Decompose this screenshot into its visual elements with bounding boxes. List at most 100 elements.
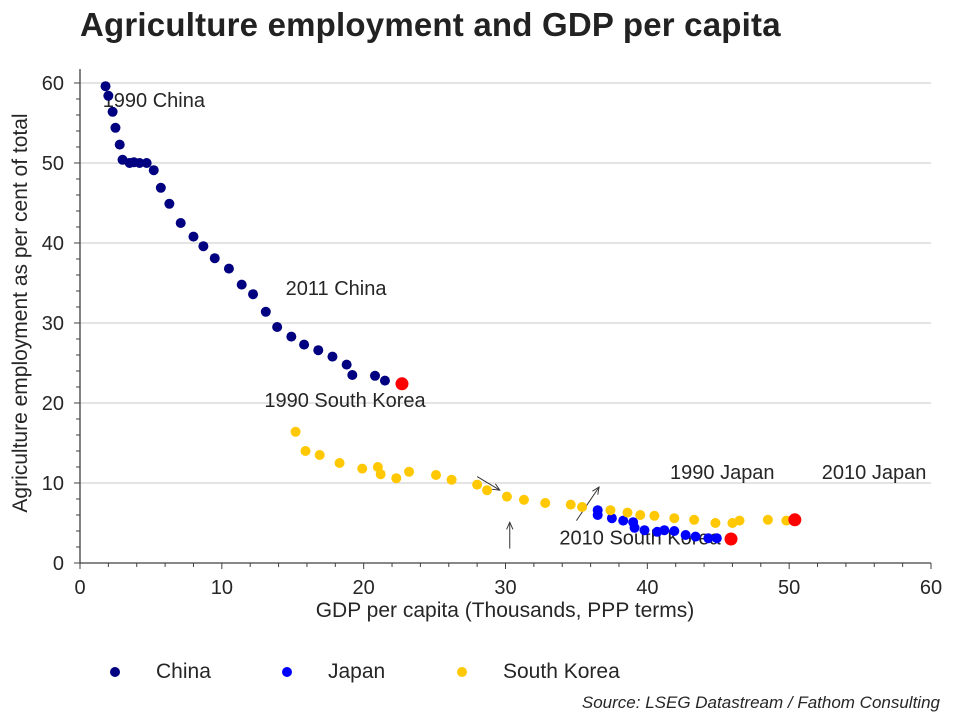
point-south-korea xyxy=(635,510,646,520)
x-tick-label: 0 xyxy=(74,577,85,599)
point-south-korea xyxy=(710,518,721,528)
point-china xyxy=(379,375,390,386)
point-south-korea xyxy=(314,450,325,460)
point-china xyxy=(114,139,125,150)
point-south-korea xyxy=(669,513,680,524)
point-japan xyxy=(703,533,714,544)
annotation-label: 1990 China xyxy=(103,90,206,112)
point-south-korea xyxy=(334,458,345,468)
annotation-label: 1990 South Korea xyxy=(264,390,426,412)
point-south-korea xyxy=(375,469,386,480)
y-tick-label: 40 xyxy=(42,233,64,255)
point-japan xyxy=(669,526,680,536)
axes: 0 10 20 30 40 50 60 0 10 20 30 40 50 60 xyxy=(42,69,942,599)
y-tick-label: 20 xyxy=(42,393,64,415)
point-china xyxy=(141,158,152,168)
x-tick-label: 50 xyxy=(778,577,800,599)
point-china xyxy=(260,306,271,317)
point-south-korea xyxy=(734,515,745,526)
x-tick-label: 30 xyxy=(494,577,516,599)
point-south-korea xyxy=(391,473,402,484)
x-tick-label: 10 xyxy=(211,577,233,599)
annotation-label: 2011 China xyxy=(286,278,388,300)
highlight-point-south-korea xyxy=(788,513,802,527)
point-china xyxy=(327,351,338,362)
y-tick-label: 30 xyxy=(42,313,64,335)
point-japan xyxy=(690,531,701,542)
legend-marker-japan xyxy=(282,667,292,677)
point-japan xyxy=(606,513,617,524)
y-axis-label: Agriculture employment as per cent of to… xyxy=(9,113,32,512)
legend-item-japan: Japan xyxy=(282,660,385,684)
point-china xyxy=(148,165,159,176)
point-south-korea xyxy=(622,507,633,518)
x-tick-label: 60 xyxy=(920,577,942,599)
y-tick-label: 10 xyxy=(42,473,64,495)
point-china xyxy=(103,90,114,101)
y-tick-label: 60 xyxy=(42,73,64,95)
point-south-korea xyxy=(689,514,700,525)
highlight-point-japan xyxy=(724,532,738,546)
point-china xyxy=(100,81,111,92)
annotation-arrow xyxy=(576,487,599,521)
point-china xyxy=(313,345,324,356)
point-south-korea xyxy=(482,485,493,496)
point-china xyxy=(188,231,199,242)
legend-label-japan: Japan xyxy=(328,660,386,683)
point-china xyxy=(223,263,234,274)
x-tick-label: 20 xyxy=(353,577,375,599)
y-tick-label: 0 xyxy=(53,553,64,575)
point-china xyxy=(134,158,145,168)
point-china xyxy=(341,359,352,370)
point-china xyxy=(248,289,259,300)
annotation-label: 1990 Japan xyxy=(670,462,775,484)
point-china xyxy=(198,241,209,252)
point-south-korea xyxy=(472,479,483,490)
chart-title: Agriculture employment and GDP per capit… xyxy=(80,6,781,43)
point-japan xyxy=(711,533,722,544)
point-japan xyxy=(639,525,650,536)
source-note: Source: LSEG Datastream / Fathom Consult… xyxy=(581,693,940,712)
point-china xyxy=(110,122,121,133)
legend-label-china: China xyxy=(156,660,211,683)
annotation-arrow xyxy=(476,476,500,491)
annotation-label: 2010 Japan xyxy=(822,462,927,484)
point-china xyxy=(175,218,186,228)
point-china xyxy=(164,198,175,209)
point-south-korea xyxy=(446,474,457,485)
point-south-korea xyxy=(518,494,529,505)
legend-label-south-korea: South Korea xyxy=(503,660,620,683)
point-china xyxy=(236,279,247,290)
point-china xyxy=(272,322,283,332)
point-china xyxy=(370,370,381,381)
point-south-korea xyxy=(300,446,311,456)
point-south-korea xyxy=(501,491,512,502)
point-south-korea xyxy=(577,502,588,512)
legend-item-south-korea: South Korea xyxy=(457,660,620,684)
legend-marker-china xyxy=(110,667,120,677)
point-south-korea xyxy=(565,499,576,510)
point-japan xyxy=(659,525,670,536)
point-japan xyxy=(592,510,603,520)
point-south-korea xyxy=(290,426,301,437)
legend-item-china: China xyxy=(110,660,211,684)
gridlines xyxy=(80,82,931,484)
point-china xyxy=(286,331,297,342)
data-points xyxy=(100,81,802,546)
annotation-label: 2010 South Korea xyxy=(559,528,721,550)
point-china xyxy=(299,339,310,350)
point-japan xyxy=(680,530,691,540)
y-tick-label: 50 xyxy=(42,153,64,175)
point-china xyxy=(107,106,118,117)
point-south-korea xyxy=(762,514,773,525)
point-japan xyxy=(618,515,629,526)
point-china xyxy=(347,370,358,380)
point-japan xyxy=(629,522,640,533)
point-china xyxy=(209,253,220,264)
point-south-korea xyxy=(431,470,442,480)
point-south-korea xyxy=(649,510,660,521)
annotations: 1990 China 2011 China 1990 South Korea 2010… xyxy=(103,90,927,550)
legend-marker-south-korea xyxy=(457,667,467,677)
point-south-korea xyxy=(605,505,616,516)
